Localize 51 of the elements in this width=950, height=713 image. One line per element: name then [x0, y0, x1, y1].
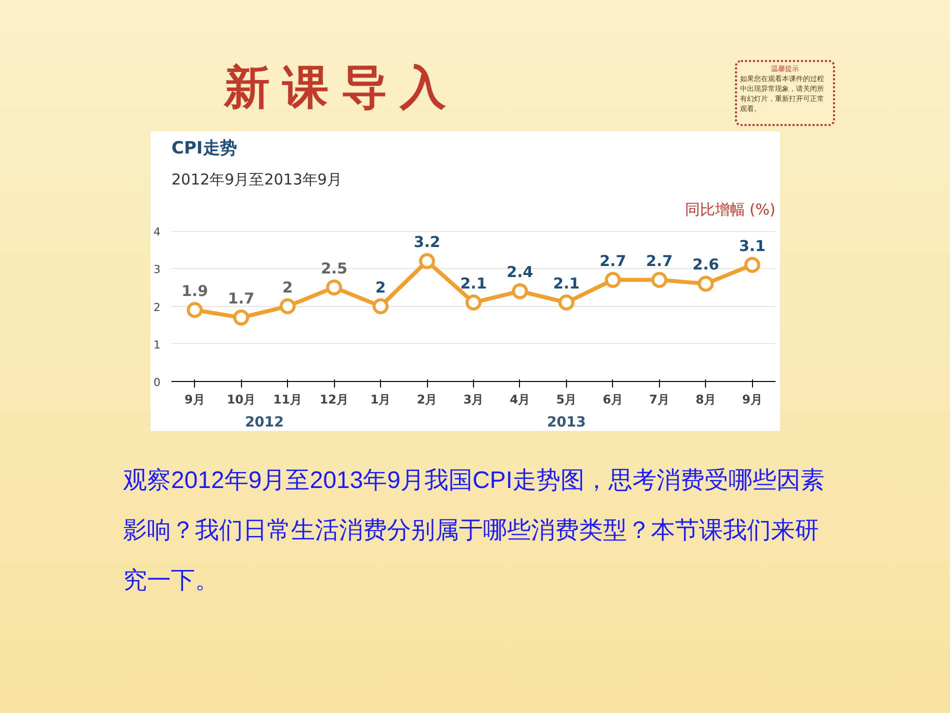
y-axis-title: 同比增幅 (%)	[684, 200, 776, 218]
point	[419, 253, 436, 270]
data-label: 2.7	[600, 252, 626, 270]
point	[698, 276, 714, 292]
x-tick-label: 9月	[742, 392, 762, 406]
x-tick-label: 12月	[320, 392, 348, 406]
y-tick-label: 0	[154, 376, 160, 389]
point	[233, 310, 250, 326]
data-label: 2.5	[320, 259, 348, 278]
data-label: 2.4	[506, 263, 534, 282]
data-label: 2.6	[692, 256, 720, 274]
chart-title: CPI走势	[172, 138, 237, 158]
chart-subtitle: 2012年9月至2013年9月	[172, 170, 342, 188]
y-tick-label: 3	[154, 263, 160, 276]
text: 观察2012年9月至2013年9月我国CPI走势图，思考消费受哪些因素影响？我们日常生活消费分别属于哪些消费类型？本节课我们来研究一下。	[123, 466, 826, 596]
x-tick-label: 7月	[649, 392, 670, 406]
point	[512, 283, 528, 300]
point	[651, 272, 668, 288]
point	[466, 294, 482, 310]
data-label: 2	[375, 278, 386, 296]
point	[372, 298, 389, 314]
point	[604, 272, 621, 288]
y-tick-label: 1	[154, 338, 160, 352]
y-tick-label: 2	[154, 300, 160, 314]
x-tick-label: 3月	[463, 392, 484, 406]
text: 新 课 导 入	[224, 60, 446, 115]
text: 2013	[546, 414, 586, 430]
x-tick-label: 10月	[226, 392, 256, 406]
data-label: 1.9	[181, 282, 208, 300]
data-label: 2.1	[553, 274, 580, 292]
data-label: 2	[282, 278, 293, 296]
point	[326, 279, 342, 296]
point	[558, 294, 574, 310]
x-tick-label: 1月	[370, 392, 391, 406]
x-tick-label: 2月	[416, 392, 438, 406]
point	[186, 302, 203, 318]
x-tick-label: 5月	[556, 392, 577, 406]
x-tick-label: 11月	[273, 392, 302, 406]
data-label: 3.2	[414, 233, 440, 252]
point	[744, 256, 760, 273]
text: 2012	[244, 414, 284, 430]
point	[280, 298, 296, 314]
x-tick-label: 4月	[510, 392, 530, 406]
x-tick-label: 8月	[696, 392, 716, 406]
y-tick-label: 4	[154, 226, 160, 239]
data-label: 1.7	[228, 290, 254, 308]
data-label: 2.7	[646, 252, 673, 270]
x-tick-label: 9月	[184, 392, 205, 406]
x-tick-label: 6月	[602, 392, 624, 406]
data-label: 3.1	[738, 236, 766, 255]
data-label: 2.1	[460, 274, 487, 292]
